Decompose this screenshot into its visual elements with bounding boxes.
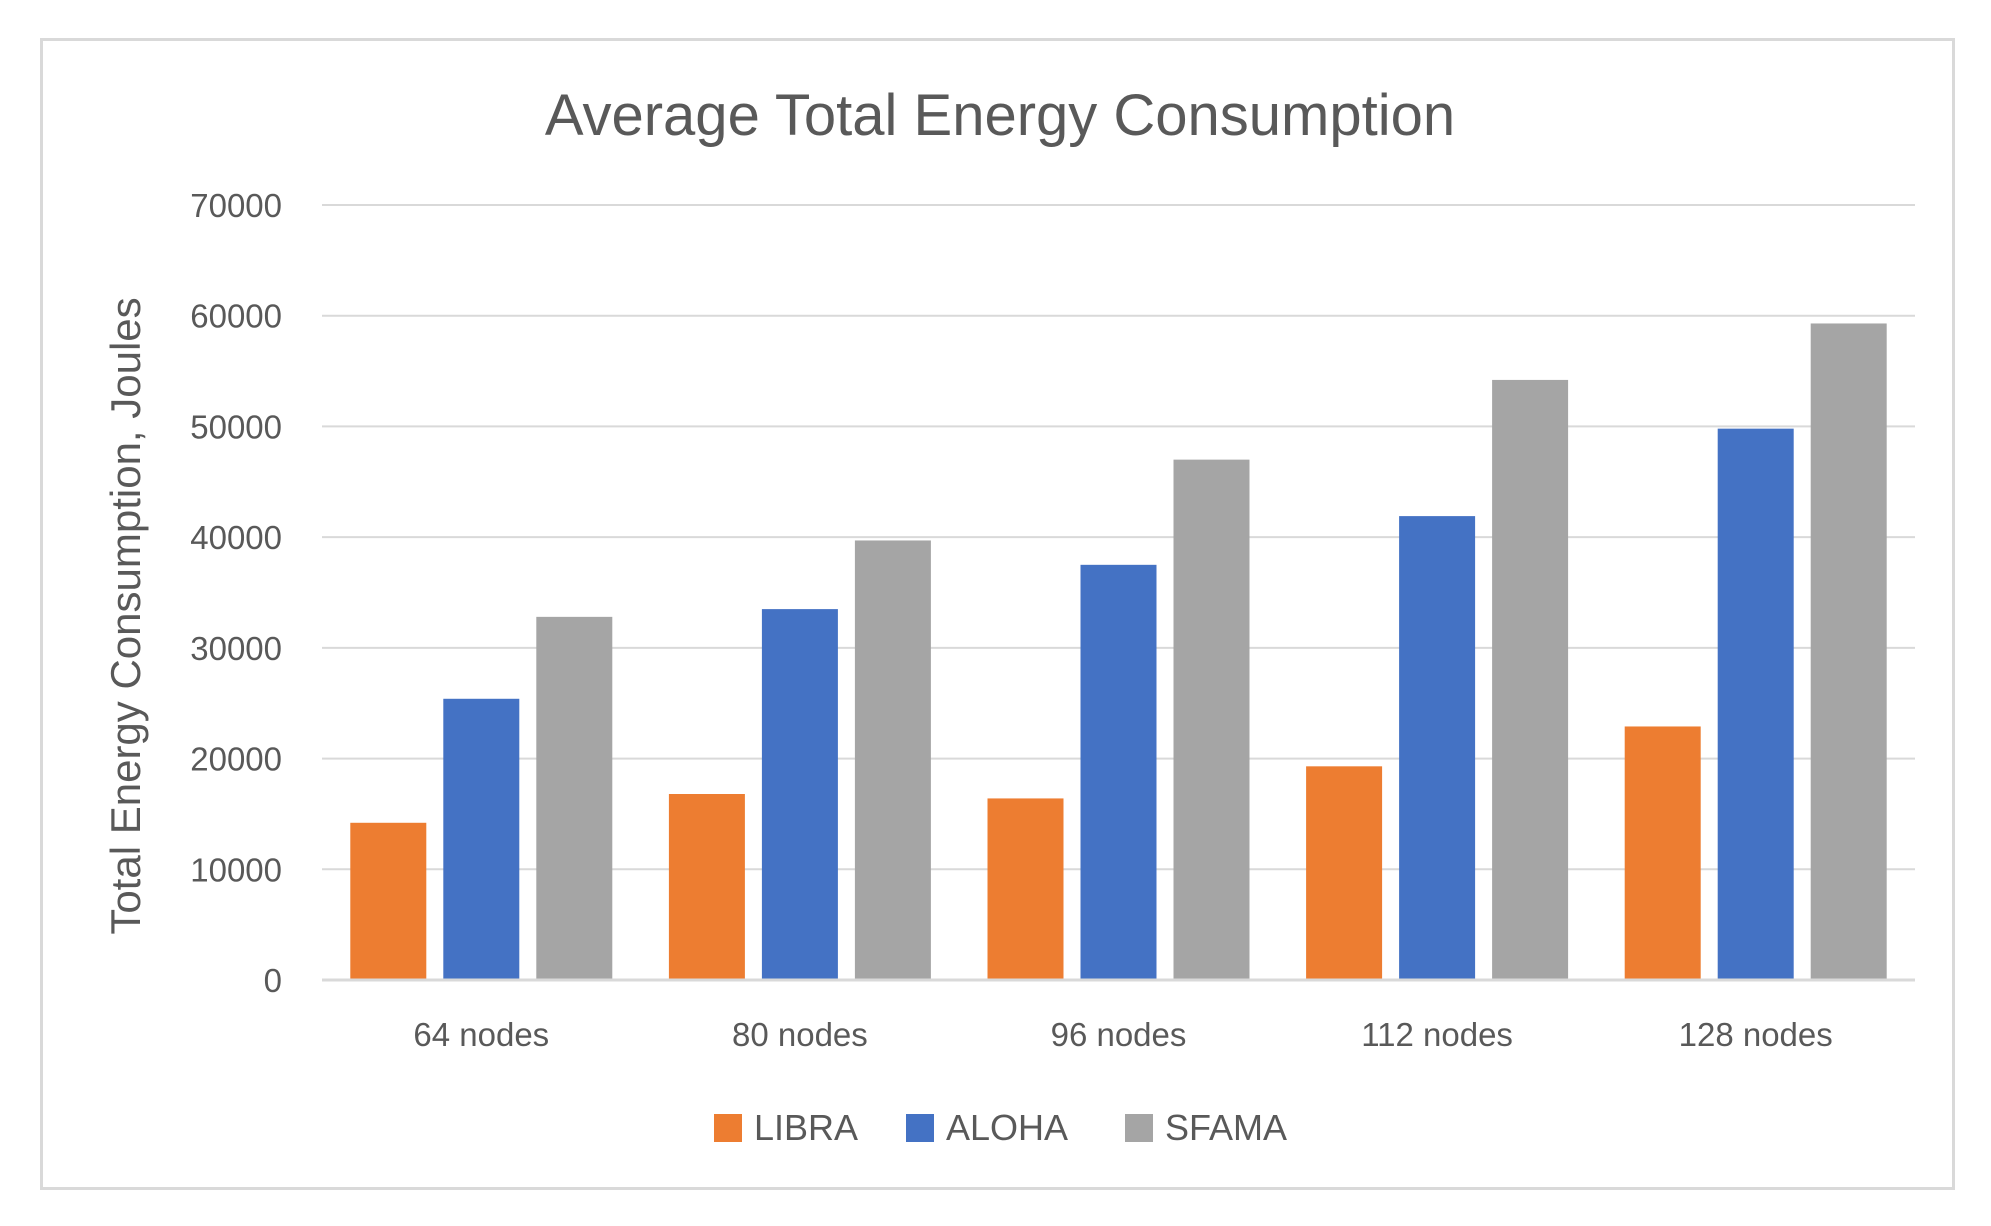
bar-sfama (1810, 323, 1887, 980)
bar-sfama (1492, 379, 1569, 980)
bar-libra (668, 794, 745, 980)
y-axis-ticks: 0 10000 20000 30000 40000 50000 60000 70000 (190, 187, 282, 999)
y-tick-label: 0 (264, 962, 282, 999)
bar-sfama (536, 616, 613, 980)
y-tick-label: 50000 (190, 408, 282, 445)
x-axis-ticks: 64 nodes 80 nodes 96 nodes 112 nodes 128 nod… (413, 1016, 1832, 1053)
bar-aloha (1717, 428, 1794, 981)
bar-libra (350, 822, 427, 980)
legend-label-sfama: SFAMA (1165, 1107, 1287, 1148)
x-tick-label: 112 nodes (1361, 1016, 1513, 1053)
x-tick-label: 96 nodes (1051, 1016, 1187, 1053)
bar-sfama (854, 540, 931, 980)
x-tick-label: 64 nodes (413, 1016, 549, 1053)
bar-libra (1306, 766, 1383, 980)
legend: LIBRA ALOHA SFAMA (714, 1107, 1287, 1148)
x-tick-label: 128 nodes (1679, 1016, 1833, 1053)
y-tick-label: 30000 (190, 630, 282, 667)
x-tick-label: 80 nodes (732, 1016, 868, 1053)
chart-title: Average Total Energy Consumption (545, 83, 1455, 148)
y-tick-label: 10000 (190, 851, 282, 888)
bar-aloha (443, 698, 520, 980)
y-tick-label: 60000 (190, 298, 282, 335)
legend-label-libra: LIBRA (754, 1107, 858, 1148)
bar-libra (987, 798, 1064, 980)
chart-frame (40, 38, 1955, 1190)
legend-label-aloha: ALOHA (946, 1107, 1068, 1148)
bars (350, 323, 1887, 981)
bar-aloha (1080, 564, 1157, 980)
y-tick-label: 70000 (190, 187, 282, 224)
y-tick-label: 40000 (190, 519, 282, 556)
y-tick-label: 20000 (190, 741, 282, 778)
legend-swatch-libra (714, 1114, 742, 1142)
legend-swatch-sfama (1125, 1114, 1153, 1142)
bar-aloha (1399, 516, 1476, 980)
legend-swatch-aloha (906, 1114, 934, 1142)
bar-libra (1624, 726, 1701, 980)
y-axis-label: Total Energy Consumption, Joules (102, 297, 149, 934)
bar-aloha (761, 609, 838, 980)
bar-sfama (1173, 459, 1250, 981)
